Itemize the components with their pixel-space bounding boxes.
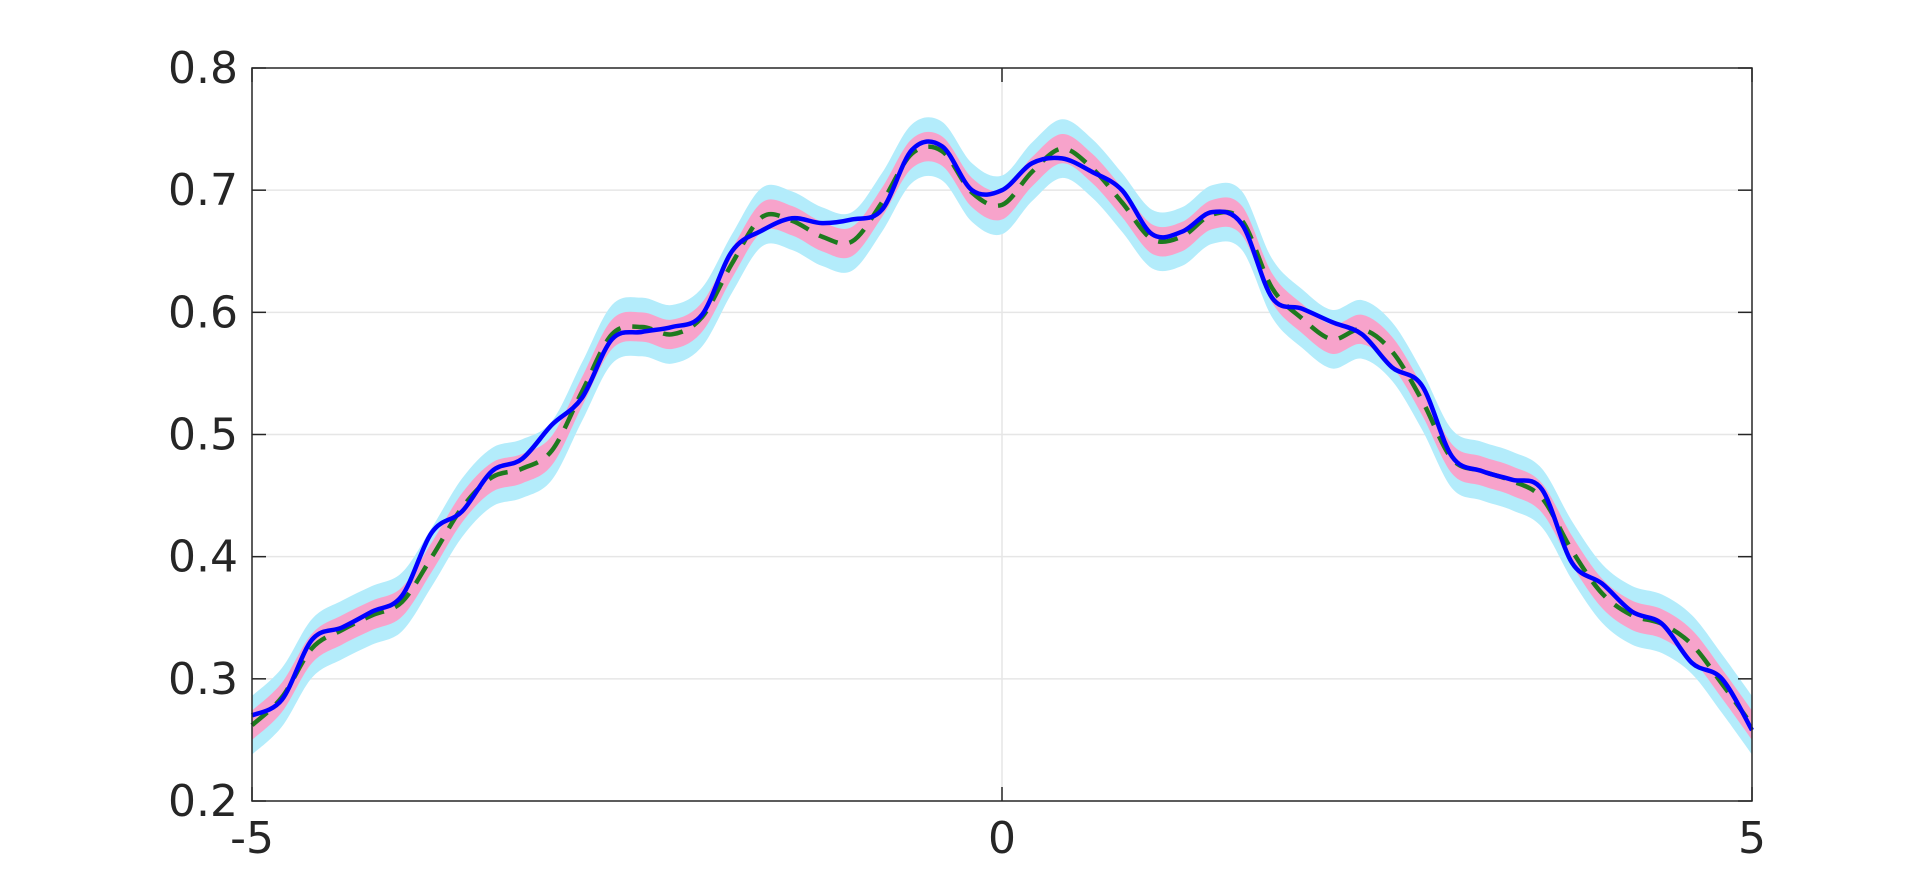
x-tick-label: -5 bbox=[230, 813, 274, 864]
y-tick-label: 0.3 bbox=[168, 654, 238, 705]
x-tick-label: 5 bbox=[1738, 813, 1766, 864]
x-tick-label: 0 bbox=[988, 813, 1016, 864]
solid-series-line bbox=[250, 139, 1754, 732]
y-tick-label: 0.2 bbox=[168, 776, 238, 827]
series-lines bbox=[250, 139, 1754, 732]
uncertainty-bands bbox=[252, 117, 1752, 755]
axes-frame bbox=[251, 67, 1753, 802]
y-tick-label: 0.4 bbox=[168, 532, 238, 583]
y-tick-label: 0.5 bbox=[168, 410, 238, 461]
tick-labels: 0.2 0.3 0.4 0.5 0.6 0.7 0.8 -5 0 5 bbox=[168, 43, 1766, 864]
y-tick-label: 0.6 bbox=[168, 287, 238, 338]
uncertainty-band bbox=[252, 131, 1752, 740]
y-tick-label: 0.8 bbox=[168, 43, 238, 94]
y-tick-label: 0.7 bbox=[168, 165, 238, 216]
